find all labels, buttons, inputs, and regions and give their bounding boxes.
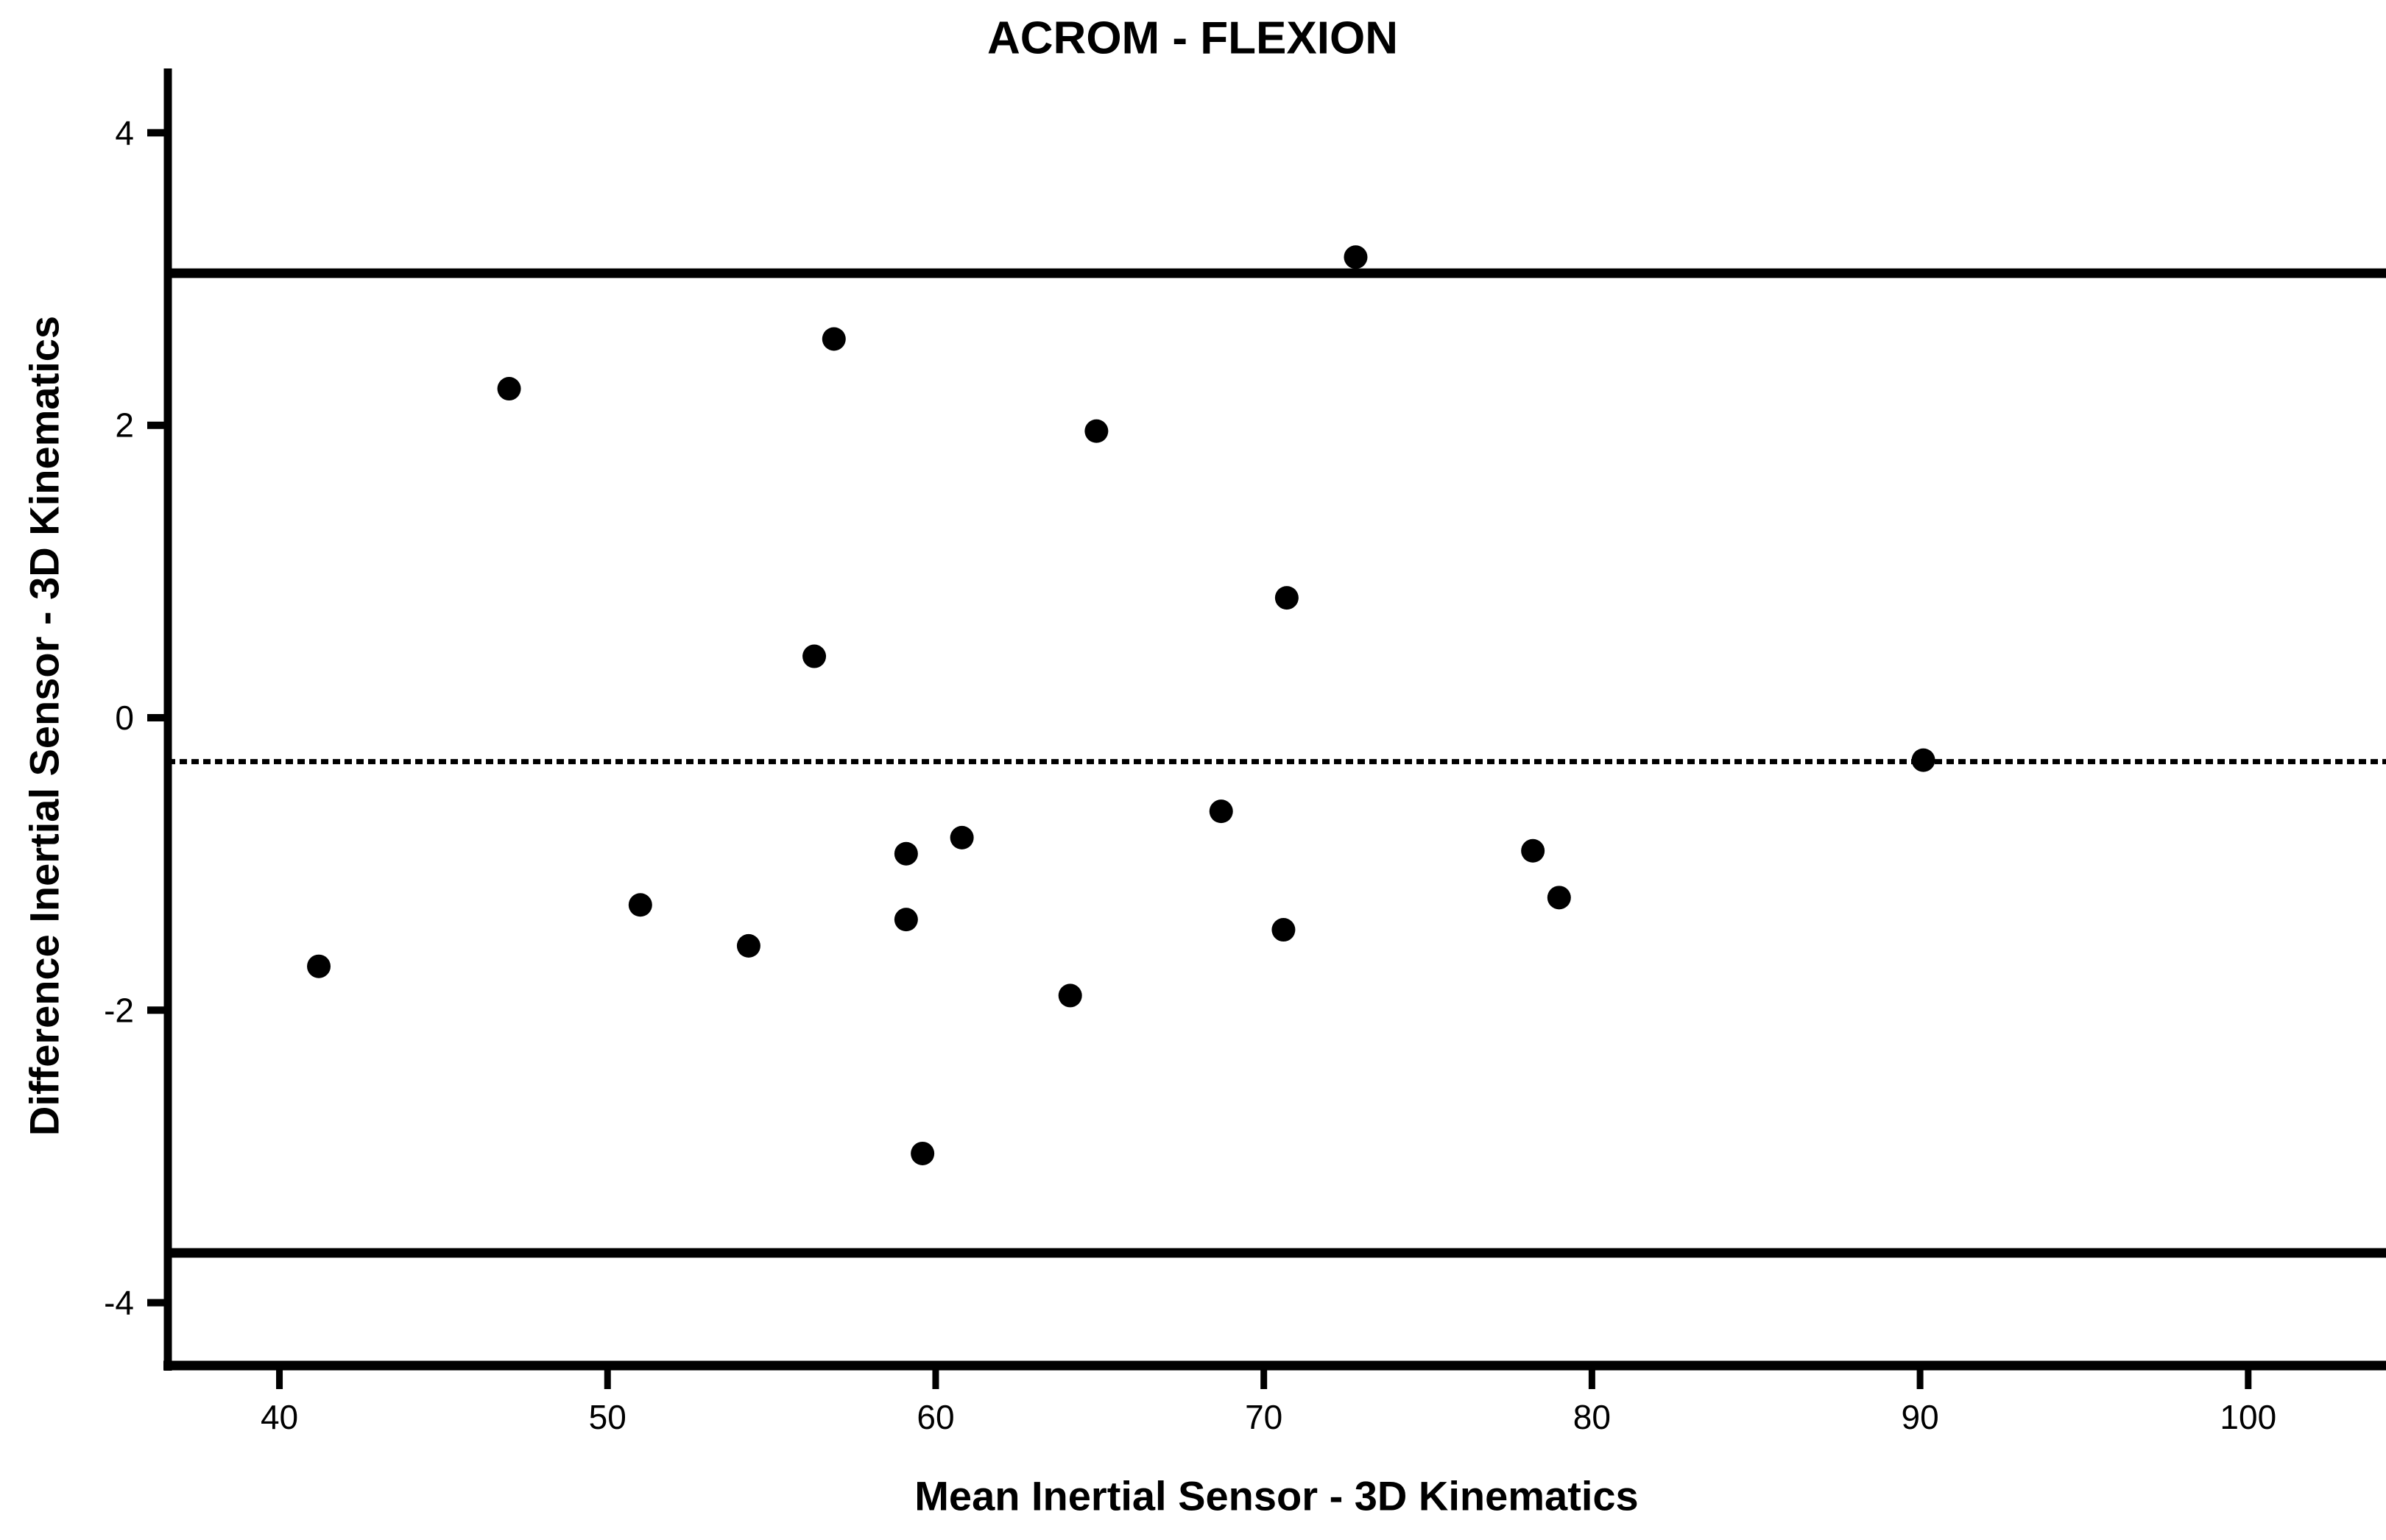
y-tick-label: 0 <box>115 699 134 737</box>
data-point <box>628 893 652 917</box>
y-tick-label: -4 <box>104 1284 134 1322</box>
x-tick-label: 100 <box>2220 1398 2276 1436</box>
data-point <box>894 908 918 932</box>
data-point <box>497 377 521 401</box>
y-tick-label: -2 <box>104 991 134 1029</box>
y-axis-title: Difference Inertial Sensor - 3D Kinemati… <box>21 316 68 1136</box>
data-point <box>1344 245 1368 269</box>
data-point <box>1911 748 1935 772</box>
chart-title: ACROM - FLEXION <box>987 13 1398 64</box>
y-tick-label: 2 <box>115 406 134 445</box>
x-tick-label: 40 <box>261 1398 298 1436</box>
data-point <box>1058 983 1082 1008</box>
data-point <box>802 644 827 668</box>
data-point <box>1521 838 1545 863</box>
axis-ticks: 40 50 60 70 80 90 100 -4 -2 0 2 4 <box>104 113 2276 1436</box>
data-point <box>894 841 918 866</box>
data-point <box>911 1141 935 1165</box>
x-tick-label: 70 <box>1245 1398 1282 1436</box>
reference-lines <box>168 268 2386 1258</box>
data-point <box>1209 799 1233 824</box>
x-tick-label: 50 <box>589 1398 626 1436</box>
data-point <box>736 933 760 958</box>
x-tick-label: 80 <box>1573 1398 1611 1436</box>
data-points <box>307 245 1935 1165</box>
data-point <box>1274 586 1299 610</box>
x-tick-label: 90 <box>1902 1398 1939 1436</box>
data-point <box>1084 419 1109 443</box>
data-point <box>1271 918 1296 942</box>
axis-spines <box>163 68 2386 1371</box>
data-point <box>822 327 846 351</box>
data-point <box>307 954 331 978</box>
x-tick-label: 60 <box>917 1398 954 1436</box>
data-point <box>950 825 974 850</box>
data-point <box>1547 886 1571 910</box>
y-tick-label: 4 <box>115 113 134 152</box>
x-axis-title: Mean Inertial Sensor - 3D Kinematics <box>914 1473 1638 1519</box>
